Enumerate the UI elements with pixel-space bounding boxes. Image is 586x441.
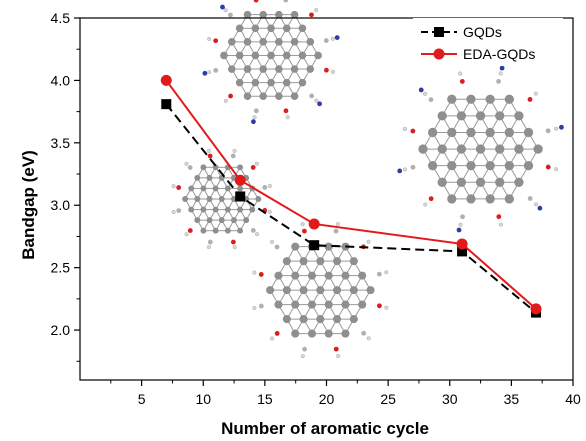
x-tick-label: 5 (138, 391, 146, 407)
legend-marker (433, 48, 445, 60)
series-eda-gqds (160, 74, 542, 315)
x-tick-label: 40 (565, 391, 581, 407)
y-axis-label: Bandgap (eV) (19, 150, 38, 260)
data-point (161, 99, 172, 110)
x-tick-label: 15 (257, 391, 273, 407)
small-gqd-molecule-icon (171, 148, 272, 250)
data-point (530, 303, 542, 315)
axes: 5 10 15 20 25 30 35 40 2.0 2.5 3.0 3.5 4.0 4.5 (51, 10, 581, 407)
data-point (457, 246, 468, 257)
legend-label: GQDs (463, 24, 502, 40)
series-line (165, 103, 537, 314)
legend-label: EDA-GQDs (463, 46, 535, 62)
data-point (309, 240, 320, 251)
x-axis-label: Number of aromatic cycle (221, 419, 429, 438)
legend-marker (434, 27, 444, 37)
data-point (234, 174, 246, 186)
data-point (235, 191, 246, 202)
y-tick-label: 3.0 (51, 197, 71, 213)
legend: GQDs EDA-GQDs (413, 18, 563, 66)
data-point (308, 218, 320, 230)
series-layer (160, 74, 542, 318)
x-tick-label: 25 (380, 391, 396, 407)
x-tick-label: 35 (504, 391, 520, 407)
y-tick-label: 4.0 (51, 72, 71, 88)
y-tick-label: 4.5 (51, 10, 71, 26)
data-point (456, 238, 468, 250)
large-gqd-molecule-bottom-icon (252, 222, 389, 359)
x-tick-label: 30 (442, 391, 458, 407)
x-tick-label: 20 (319, 391, 335, 407)
eda-gqd-molecule-top-icon (202, 0, 340, 125)
y-tick-label: 2.0 (51, 322, 71, 338)
y-tick-label: 3.5 (51, 135, 71, 151)
large-eda-gqd-molecule-right-icon (397, 65, 564, 233)
y-tick-label: 2.5 (51, 260, 71, 276)
x-tick-label: 10 (195, 391, 211, 407)
data-point (160, 74, 172, 86)
